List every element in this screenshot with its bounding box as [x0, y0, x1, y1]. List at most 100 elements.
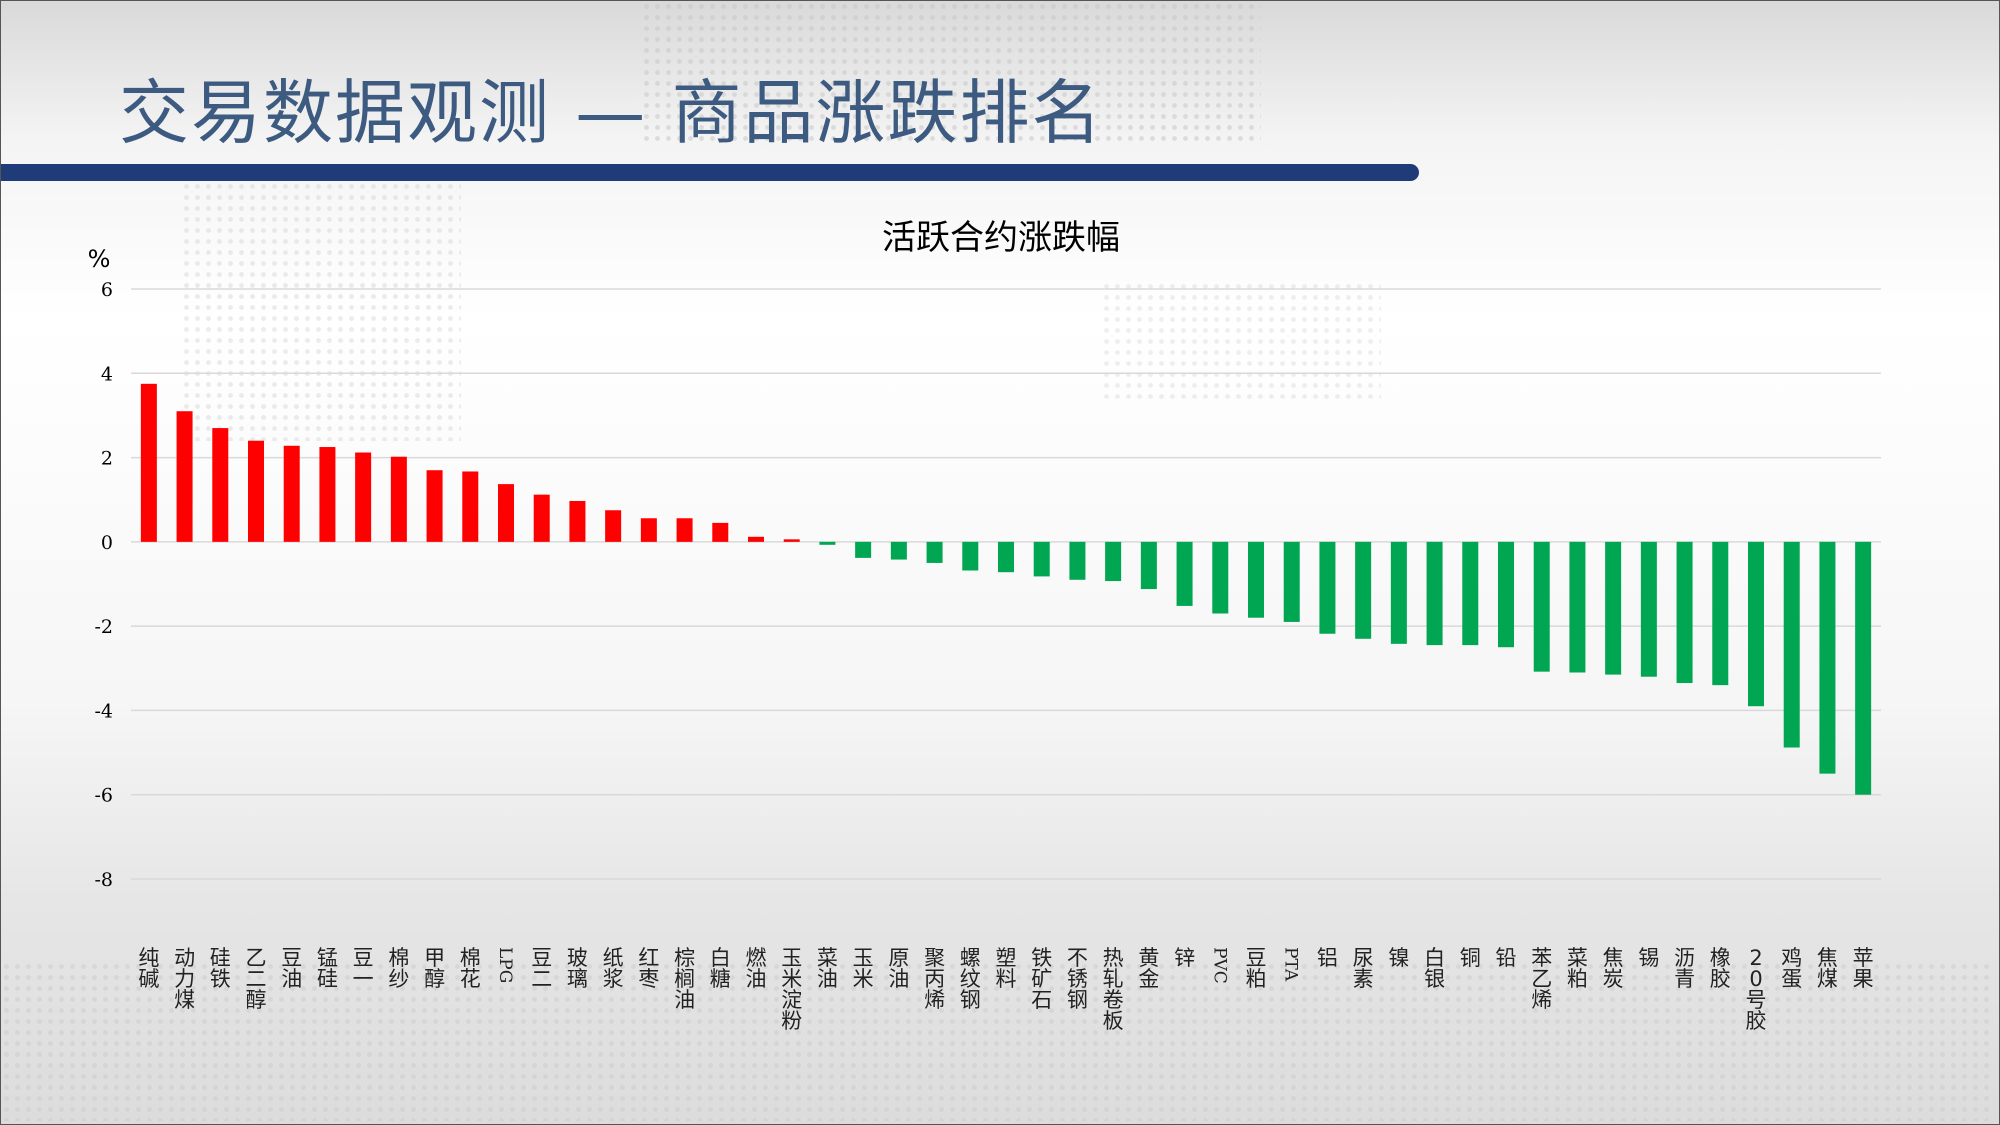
category-label: 燃油: [746, 946, 767, 991]
y-tick-label: -6: [94, 785, 113, 807]
category-label: 铅: [1496, 946, 1517, 970]
bar-沥青: [1676, 541, 1693, 684]
category-label: 不锈钢: [1067, 946, 1088, 1012]
title-underline-bar: [1, 164, 1419, 181]
category-label: 沥青: [1674, 946, 1695, 991]
y-tick-label: 4: [101, 363, 113, 385]
category-label: PTA: [1281, 947, 1301, 982]
category-label: 豆一: [353, 946, 374, 991]
bar-塑料: [998, 541, 1014, 573]
bar-动力煤: [176, 411, 193, 542]
bar-棉花: [462, 471, 479, 542]
bar-菜粕: [1569, 541, 1586, 673]
category-label: 纸浆: [603, 946, 624, 991]
category-label: 白银: [1424, 946, 1445, 991]
category-label: LPG: [495, 947, 515, 983]
bar-豆粕: [1248, 541, 1264, 618]
category-label: 纯碱: [138, 946, 159, 991]
bar-不锈钢: [1069, 541, 1086, 580]
bar-锰硅: [319, 447, 336, 542]
category-label: PVC: [1209, 947, 1229, 984]
category-label: 热轧卷板: [1103, 946, 1124, 1033]
category-label: 菜油: [817, 946, 838, 991]
grid-layer: 6 4 2 0 -2 -4 -6 -8: [94, 279, 1881, 891]
bar-螺纹钢: [962, 541, 979, 571]
bar-玻璃: [569, 500, 586, 542]
chart-title: 活跃合约涨跌幅: [882, 218, 1120, 258]
world-map-decoration-left: [181, 181, 461, 441]
category-label: 螺纹钢: [960, 946, 981, 1012]
bar-鸡蛋: [1783, 541, 1800, 748]
category-label: 玉米: [853, 946, 874, 991]
bar-白糖: [712, 522, 729, 542]
bar-20号胶: [1748, 541, 1764, 707]
bar-纯碱: [140, 383, 157, 542]
bar-苯乙烯: [1533, 541, 1550, 672]
category-label: 鸡蛋: [1781, 946, 1802, 991]
bar-尿素: [1355, 541, 1372, 639]
bar-玉米淀粉: [783, 539, 800, 542]
category-label: 铜: [1460, 946, 1481, 970]
bar-豆二: [533, 494, 550, 542]
category-label: 镍: [1388, 946, 1409, 970]
bar-苹果: [1855, 541, 1872, 795]
category-label: 苹果: [1853, 946, 1874, 991]
category-label: 锰硅: [317, 946, 338, 991]
bar-铁矿石: [1033, 541, 1050, 577]
city-decoration-bottom: [1, 961, 1991, 1121]
category-label: 2 0 号胶: [1746, 946, 1767, 1033]
bar-锌: [1176, 541, 1193, 606]
category-label: 黄金: [1138, 946, 1159, 991]
category-label: 棉花: [460, 946, 481, 991]
y-tick-label: 2: [101, 448, 113, 470]
bar-镍: [1390, 541, 1407, 644]
bar-铜: [1462, 541, 1479, 646]
bar-PVC: [1212, 541, 1229, 614]
y-tick-label: -4: [94, 700, 113, 722]
category-label: 棕榈油: [674, 946, 695, 1012]
category-label: 锌: [1174, 946, 1195, 970]
category-label: 豆油: [281, 946, 302, 991]
bar-菜油: [819, 541, 836, 545]
bar-甲醇: [426, 470, 443, 542]
bar-豆一: [355, 452, 372, 542]
category-label: 豆粕: [1246, 946, 1267, 991]
bar-LPG: [498, 484, 514, 542]
category-label: 乙二醇: [246, 946, 267, 1012]
category-label: 动力煤: [174, 946, 195, 1012]
bar-PTA: [1283, 541, 1300, 622]
bar-棉纱: [390, 456, 407, 542]
bar-原油: [890, 541, 907, 560]
category-label: 苯乙烯: [1531, 946, 1552, 1012]
category-label: 玉米淀粉: [781, 946, 802, 1033]
bar-热轧卷板: [1105, 541, 1122, 582]
category-label: 尿素: [1353, 946, 1374, 991]
y-tick-label: 0: [101, 532, 113, 554]
world-map-decoration-top: [641, 1, 1261, 141]
bar-黄金: [1140, 541, 1157, 590]
y-tick-label: -8: [94, 869, 113, 891]
bar-棕榈油: [676, 518, 693, 542]
category-label: 豆二: [531, 946, 552, 991]
category-label: 聚丙烯: [924, 946, 945, 1012]
bar-锡: [1640, 541, 1657, 677]
category-label: 玻璃: [567, 946, 588, 991]
category-label: 原油: [888, 946, 909, 991]
bar-玉米: [855, 541, 872, 558]
world-map-decoration-right: [1101, 281, 1381, 401]
bar-聚丙烯: [926, 541, 943, 563]
category-label: 白糖: [710, 946, 731, 991]
bar-硅铁: [212, 428, 229, 542]
bar-焦炭: [1605, 541, 1622, 675]
category-label: 棉纱: [388, 946, 409, 991]
y-axis-unit: %: [88, 245, 111, 273]
category-label: 焦炭: [1603, 946, 1624, 991]
category-label: 锡: [1638, 946, 1659, 970]
category-label: 橡胶: [1710, 946, 1731, 991]
category-label: 甲醇: [424, 946, 445, 991]
category-label: 硅铁: [210, 946, 231, 991]
category-label: 菜粕: [1567, 946, 1588, 991]
